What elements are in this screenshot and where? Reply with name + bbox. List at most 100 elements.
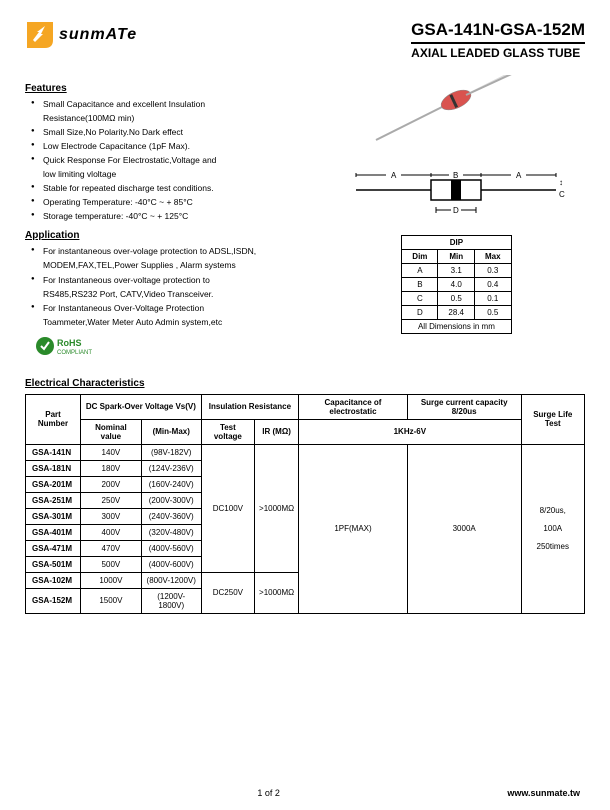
- cell-mm: (240V-360V): [141, 508, 201, 524]
- app-item: For Instantaneous over-voltage protectio…: [31, 275, 308, 286]
- cell-pn: GSA-102M: [26, 572, 81, 588]
- cell-pn: GSA-201M: [26, 476, 81, 492]
- cell-nom: 180V: [81, 460, 142, 476]
- cell-mm: (800V-1200V): [141, 572, 201, 588]
- app-item: RS485,RS232 Port, CATV,Video Transceiver…: [31, 289, 308, 300]
- th-tv: Test voltage: [201, 419, 254, 444]
- rohs-icon: RoHS COMPLIANT: [35, 334, 95, 358]
- title-sub: AXIAL LEADED GLASS TUBE: [411, 46, 585, 60]
- feature-item: Low Electrode Capacitance (1pF Max).: [31, 141, 308, 152]
- features-title: Features: [25, 83, 308, 94]
- th-life: Surge Life Test: [521, 394, 584, 444]
- dim-cell: 4.0: [438, 278, 475, 292]
- feature-item: Small Capacitance and excellent Insulati…: [31, 99, 308, 110]
- cell-ir: >1000MΩ: [255, 444, 299, 572]
- dim-cell: 0.3: [475, 264, 512, 278]
- feature-item: low limiting vloltage: [31, 169, 308, 180]
- cell-nom: 500V: [81, 556, 142, 572]
- th-surge: Surge current capacity 8/20us: [407, 394, 521, 419]
- cell-nom: 1000V: [81, 572, 142, 588]
- dim-col: Min: [438, 250, 475, 264]
- feature-item: Resistance(100MΩ min): [31, 113, 308, 124]
- title-main: GSA-141N-GSA-152M: [411, 20, 585, 44]
- rohs-badge: RoHS COMPLIANT: [35, 334, 308, 360]
- th-irv: IR (MΩ): [255, 419, 299, 444]
- dim-cell: A: [402, 264, 438, 278]
- cell-ir: >1000MΩ: [255, 572, 299, 613]
- app-item: For Instantaneous Over-Voltage Protectio…: [31, 303, 308, 314]
- logo-text: sunmATe: [59, 26, 137, 44]
- th-pn: Part Number: [26, 394, 81, 444]
- feature-item: Storage temperature: -40°C ~ + 125°C: [31, 211, 308, 222]
- th-mm: (Min-Max): [141, 419, 201, 444]
- svg-text:A: A: [391, 171, 397, 180]
- cell-pn: GSA-141N: [26, 444, 81, 460]
- component-image: [366, 75, 546, 155]
- cell-nom: 300V: [81, 508, 142, 524]
- dim-note: All Dimensions in mm: [402, 320, 511, 334]
- cell-pn: GSA-251M: [26, 492, 81, 508]
- svg-text:D: D: [453, 206, 459, 215]
- cell-tv: DC250V: [201, 572, 254, 613]
- svg-text:A: A: [516, 171, 522, 180]
- cell-pn: GSA-501M: [26, 556, 81, 572]
- th-nom: Nominal value: [81, 419, 142, 444]
- app-item: MODEM,FAX,TEL,Power Supplies , Alarm sys…: [31, 260, 308, 271]
- cell-pn: GSA-401M: [26, 524, 81, 540]
- application-list: For instantaneous over-volage protection…: [25, 246, 308, 327]
- features-list: Small Capacitance and excellent Insulati…: [25, 99, 308, 222]
- logo: sunmATe: [25, 20, 137, 50]
- cell-pn: GSA-181N: [26, 460, 81, 476]
- page-number: 1 of 2: [257, 788, 280, 798]
- dim-cell: B: [402, 278, 438, 292]
- feature-item: Stable for repeated discharge test condi…: [31, 183, 308, 194]
- cell-nom: 250V: [81, 492, 142, 508]
- th-cap: Capacitance of electrostatic: [299, 394, 408, 419]
- dim-header: DIP: [402, 236, 511, 250]
- cell-pn: GSA-301M: [26, 508, 81, 524]
- elec-table: Part Number DC Spark-Over Voltage Vs(V) …: [25, 394, 585, 614]
- dim-cell: 3.1: [438, 264, 475, 278]
- dim-cell: 0.1: [475, 292, 512, 306]
- app-item: For instantaneous over-volage protection…: [31, 246, 308, 257]
- dim-col: Max: [475, 250, 512, 264]
- cell-nom: 200V: [81, 476, 142, 492]
- dim-cell: C: [402, 292, 438, 306]
- cell-mm: (400V-600V): [141, 556, 201, 572]
- cell-mm: (98V-182V): [141, 444, 201, 460]
- elec-title: Electrical Characteristics: [25, 378, 585, 389]
- svg-text:COMPLIANT: COMPLIANT: [57, 350, 92, 356]
- application-title: Application: [25, 230, 308, 241]
- cell-nom: 400V: [81, 524, 142, 540]
- cell-cap: 1PF(MAX): [299, 444, 408, 613]
- dim-cell: 0.5: [438, 292, 475, 306]
- cell-mm: (320V-480V): [141, 524, 201, 540]
- cell-mm: (160V-240V): [141, 476, 201, 492]
- feature-item: Small Size,No Polarity.No Dark effect: [31, 127, 308, 138]
- cell-mm: (124V-236V): [141, 460, 201, 476]
- dim-cell: D: [402, 306, 438, 320]
- svg-text:↕: ↕: [559, 178, 563, 187]
- dim-col: Dim: [402, 250, 438, 264]
- svg-text:B: B: [453, 171, 458, 180]
- th-ir: Insulation Resistance: [201, 394, 298, 419]
- dim-cell: 0.4: [475, 278, 512, 292]
- footer-url: www.sunmate.tw: [507, 788, 580, 798]
- app-item: Toammeter,Water Meter Auto Admin system,…: [31, 317, 308, 328]
- dim-cell: 0.5: [475, 306, 512, 320]
- cell-mm: (1200V-1800V): [141, 588, 201, 613]
- th-khz: 1KHz-6V: [299, 419, 521, 444]
- cell-nom: 470V: [81, 540, 142, 556]
- th-dc: DC Spark-Over Voltage Vs(V): [81, 394, 202, 419]
- cell-nom: 140V: [81, 444, 142, 460]
- cell-pn: GSA-152M: [26, 588, 81, 613]
- cell-mm: (400V-560V): [141, 540, 201, 556]
- cell-surge: 3000A: [407, 444, 521, 613]
- dimension-table: DIP Dim Min Max A3.10.3 B4.00.4 C0.50.1 …: [401, 235, 511, 334]
- feature-item: Quick Response For Electrostatic,Voltage…: [31, 155, 308, 166]
- cell-nom: 1500V: [81, 588, 142, 613]
- svg-text:RoHS: RoHS: [57, 338, 82, 348]
- feature-item: Operating Temperature: -40°C ~ + 85°C: [31, 197, 308, 208]
- cell-mm: (200V-300V): [141, 492, 201, 508]
- title-block: GSA-141N-GSA-152M AXIAL LEADED GLASS TUB…: [411, 20, 585, 60]
